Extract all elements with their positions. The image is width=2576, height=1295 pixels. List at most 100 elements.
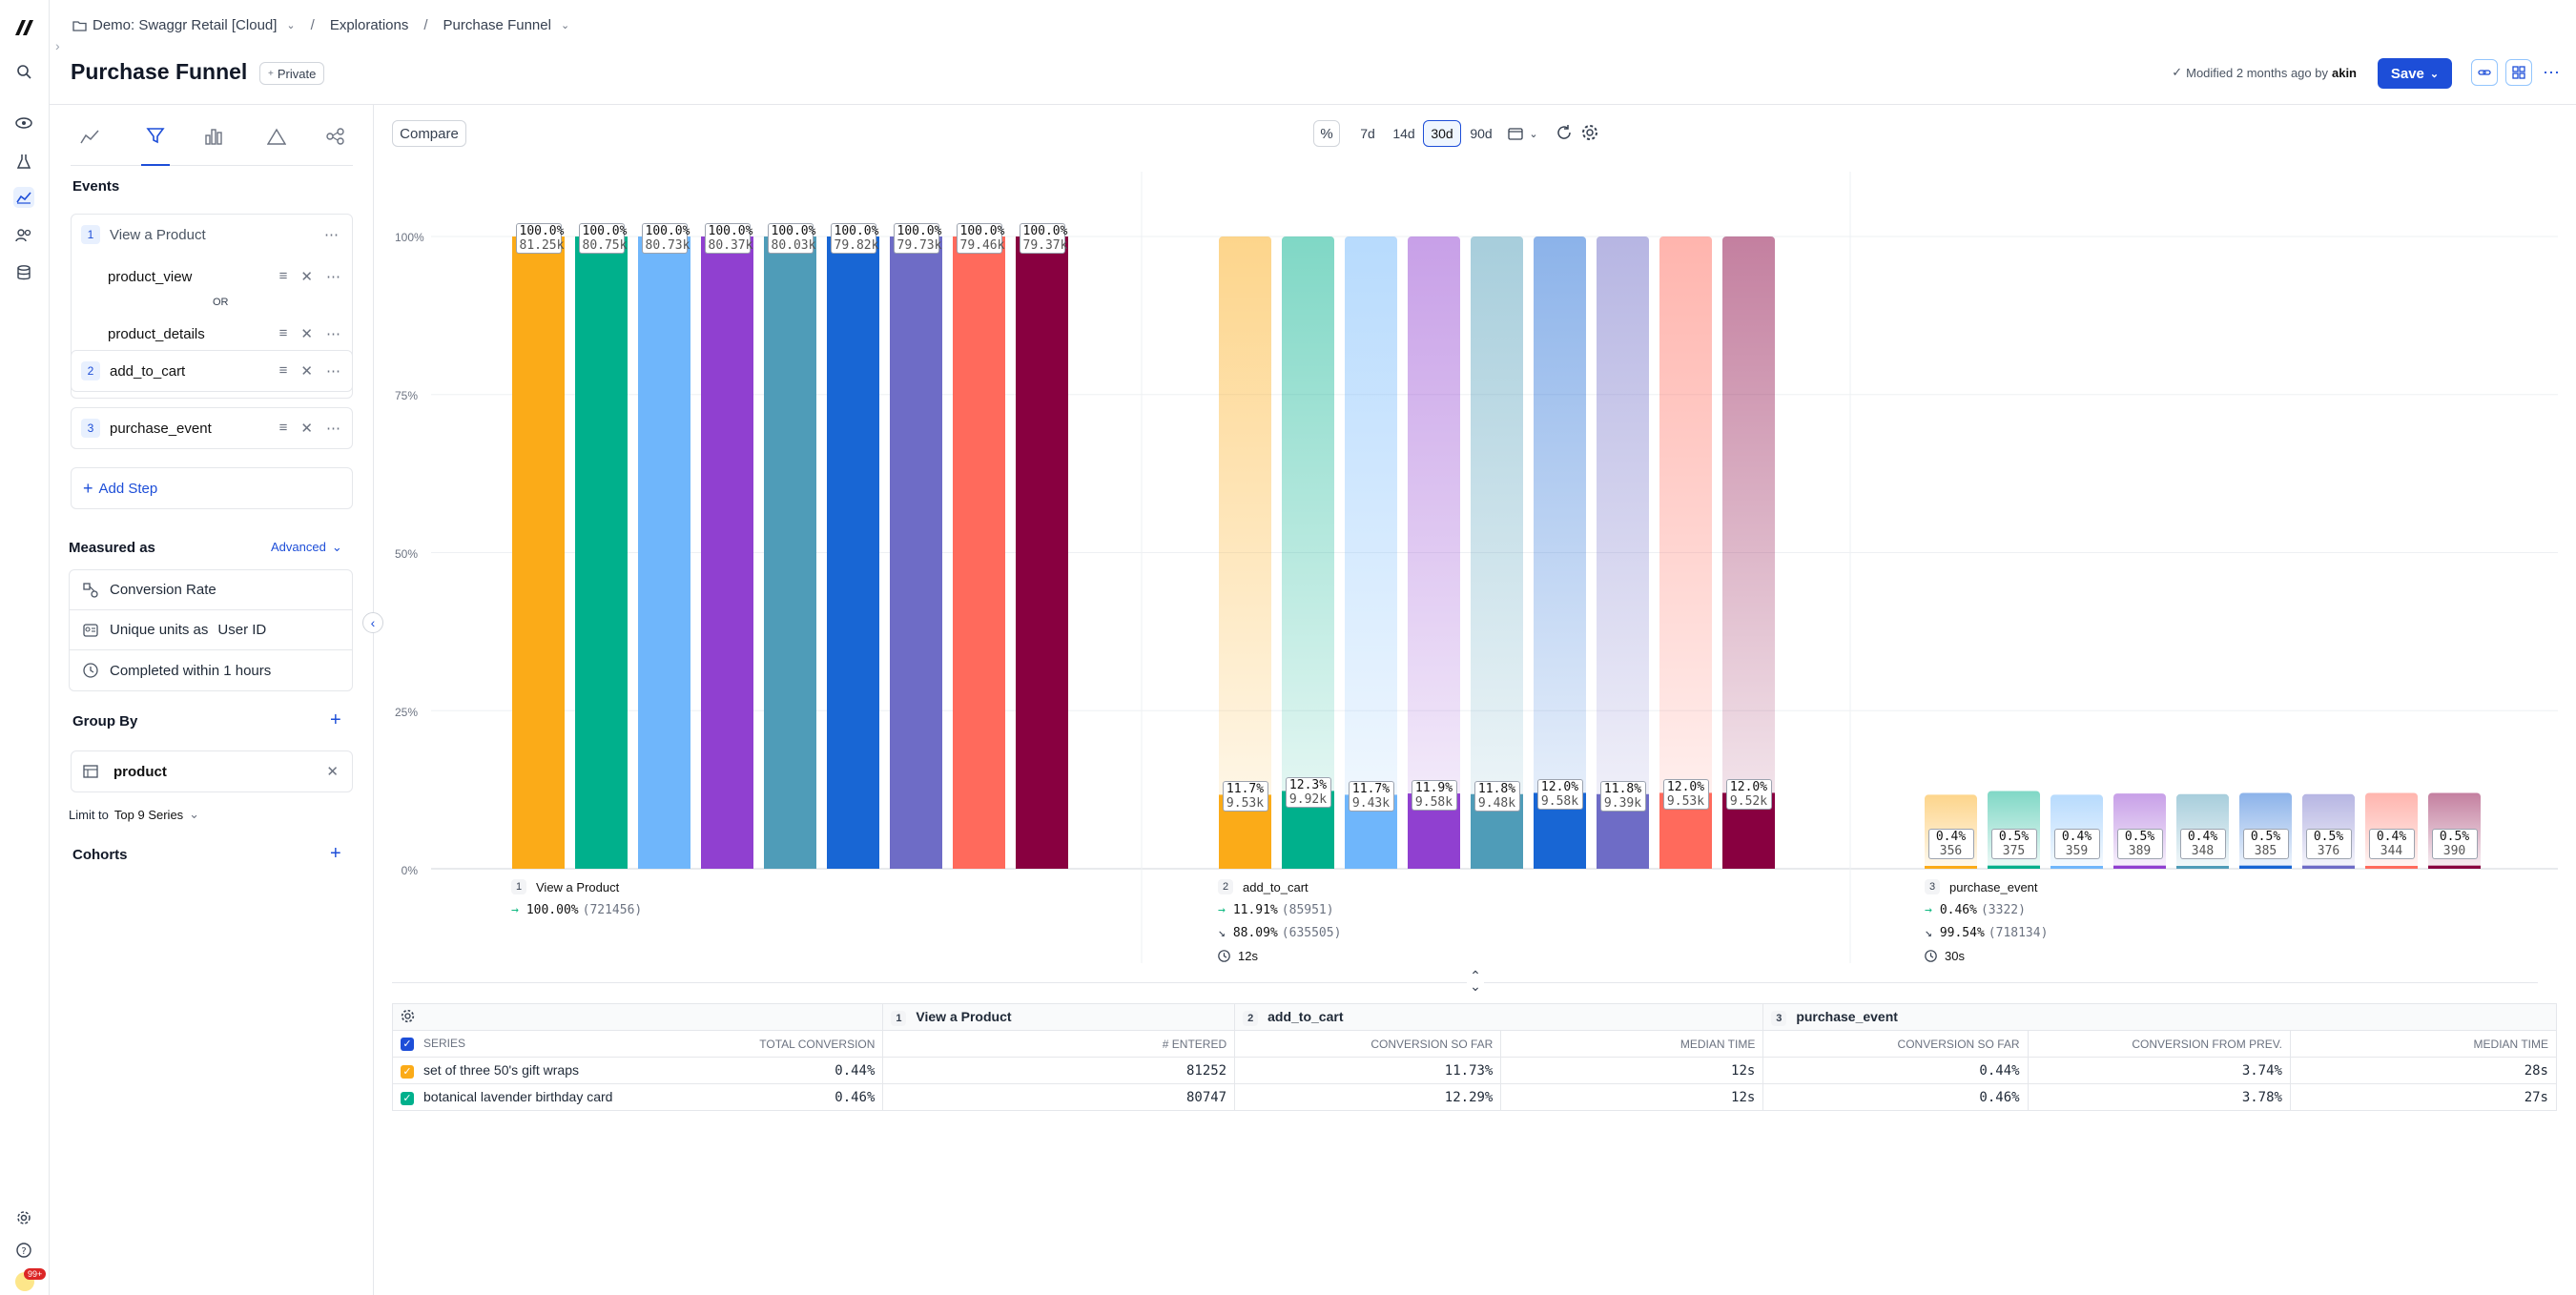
save-button[interactable]: Save ⌄ [2378,58,2452,89]
table-row[interactable]: ✓ botanical lavender birthday card 0.46% 8… [392,1083,2558,1111]
limit-value[interactable]: Top 9 Series [113,807,184,822]
funnel-bar[interactable] [638,236,690,869]
row-checkbox[interactable]: ✓ [401,1091,414,1105]
group-by-card[interactable]: product ✕ [71,750,353,792]
table-row[interactable]: ✓ set of three 50's gift wraps 0.44% 81252… [392,1057,2558,1084]
dropoff-bar[interactable] [1408,236,1460,869]
expand-vertical-icon[interactable]: ⌃ ⌄ [1467,969,1484,993]
users-icon[interactable] [13,225,34,246]
link-button[interactable] [2471,59,2498,86]
dropoff-bar[interactable] [1219,236,1271,869]
select-all-checkbox[interactable]: ✓ [401,1037,414,1051]
database-icon[interactable] [13,262,34,283]
dropoff-bar[interactable] [1471,236,1523,869]
explorations-icon[interactable] [13,187,34,208]
date-picker-button[interactable]: ⌄ [1501,120,1545,147]
dropoff-bar[interactable] [1659,236,1712,869]
collapse-rail-icon[interactable]: › [55,38,60,53]
dropoff-bar[interactable] [1722,236,1775,869]
chevron-down-icon[interactable]: ⌄ [189,807,200,821]
event-row[interactable]: product_details ≡ ✕ ⋯ [72,312,352,356]
column-header[interactable]: CONVERSION SO FAR [1234,1030,1502,1058]
close-icon[interactable]: ✕ [300,269,313,285]
tab-funnel-icon[interactable] [141,126,170,166]
dropoff-bar[interactable] [1282,236,1334,869]
column-header[interactable]: ✓ SERIES TOTAL CONVERSION [392,1030,884,1058]
funnel-bar[interactable] [512,236,565,869]
step-row-1[interactable]: 1 View a Product ⋯ [81,215,342,255]
more-options-icon[interactable]: ⋯ [2543,63,2561,82]
column-header[interactable]: MEDIAN TIME [1500,1030,1764,1058]
funnel-bar[interactable] [764,236,816,869]
step-card-3[interactable]: 3 purchase_event ≡ ✕ ⋯ [71,407,353,449]
settings-icon[interactable] [13,1207,34,1228]
funnel-bar[interactable] [1988,865,2040,869]
page-title[interactable]: Purchase Funnel [71,59,248,84]
add-cohort-icon[interactable]: + [330,843,341,864]
close-icon[interactable]: ✕ [300,326,313,342]
filter-icon[interactable]: ≡ [278,268,288,284]
funnel-bar[interactable] [2428,865,2481,869]
add-step-button[interactable]: + Add Step [71,467,353,509]
more-options-icon[interactable]: ⋯ [326,269,340,285]
collapse-panel-button[interactable]: ‹ [362,612,383,633]
close-icon[interactable]: ✕ [326,764,339,780]
chevron-down-icon[interactable]: ⌄ [286,20,296,31]
funnel-bar[interactable] [575,236,628,869]
settings-icon[interactable] [401,1009,415,1023]
funnel-bar[interactable] [2302,865,2355,869]
filter-icon[interactable]: ≡ [278,325,288,341]
funnel-bar[interactable] [2239,865,2292,869]
add-group-by-icon[interactable]: + [330,709,341,730]
event-row[interactable]: product_view ≡ ✕ ⋯ [72,255,352,298]
eye-icon[interactable] [13,113,34,134]
funnel-bar[interactable] [701,236,753,869]
advanced-toggle[interactable]: Advanced ⌄ [271,540,342,555]
more-options-icon[interactable]: ⋯ [326,421,340,437]
funnel-bar[interactable] [2365,866,2418,869]
dropoff-bar[interactable] [1345,236,1397,869]
flask-icon[interactable] [13,151,34,172]
funnel-bar[interactable] [2050,866,2103,869]
column-header[interactable]: # ENTERED [882,1030,1236,1058]
percent-toggle-button[interactable]: % [1313,120,1340,147]
help-icon[interactable]: ? [13,1240,34,1261]
column-header[interactable]: MEDIAN TIME [2290,1030,2558,1058]
range-7d-button[interactable]: 7d [1350,120,1385,147]
refresh-icon[interactable] [1556,124,1573,146]
search-icon[interactable] [13,61,34,82]
tab-retention-icon[interactable] [266,128,287,150]
breadcrumb-page[interactable]: Purchase Funnel [443,17,551,33]
visibility-badge[interactable]: + Private [259,62,325,85]
conversion-rate-row[interactable]: Conversion Rate [70,570,352,610]
dropoff-bar[interactable] [1534,236,1586,869]
range-14d-button[interactable]: 14d [1387,120,1421,147]
chevron-down-icon[interactable]: ⌄ [560,20,570,31]
tab-flows-icon[interactable] [326,128,345,150]
range-90d-button[interactable]: 90d [1463,120,1499,147]
more-options-icon[interactable]: ⋯ [326,326,340,342]
resize-handle[interactable] [392,982,2538,983]
funnel-bar[interactable] [827,236,879,869]
unique-units-row[interactable]: Unique units as User ID [70,610,352,650]
close-icon[interactable]: ✕ [300,421,313,437]
funnel-bar[interactable] [1016,236,1068,869]
funnel-bar[interactable] [953,236,1005,869]
tab-bar-chart-icon[interactable] [204,128,223,150]
completed-within-row[interactable]: Completed within 1 hours [70,650,352,690]
logo-icon[interactable] [11,15,36,40]
unique-units-value[interactable]: User ID [217,622,267,638]
breadcrumb-workspace[interactable]: Demo: Swaggr Retail [Cloud] [93,17,278,33]
row-checkbox[interactable]: ✓ [401,1064,414,1079]
column-header[interactable]: CONVERSION SO FAR [1762,1030,2029,1058]
more-options-icon[interactable]: ⋯ [324,227,339,243]
filter-icon[interactable]: ≡ [278,362,288,379]
filter-icon[interactable]: ≡ [278,420,288,436]
funnel-bar[interactable] [2176,866,2229,869]
dropoff-bar[interactable] [1597,236,1649,869]
column-header[interactable]: CONVERSION FROM PREV. [2028,1030,2291,1058]
dashboard-button[interactable] [2505,59,2532,86]
funnel-bar[interactable] [2113,865,2166,869]
range-30d-button[interactable]: 30d [1423,120,1461,147]
tab-line-chart-icon[interactable] [80,128,99,150]
